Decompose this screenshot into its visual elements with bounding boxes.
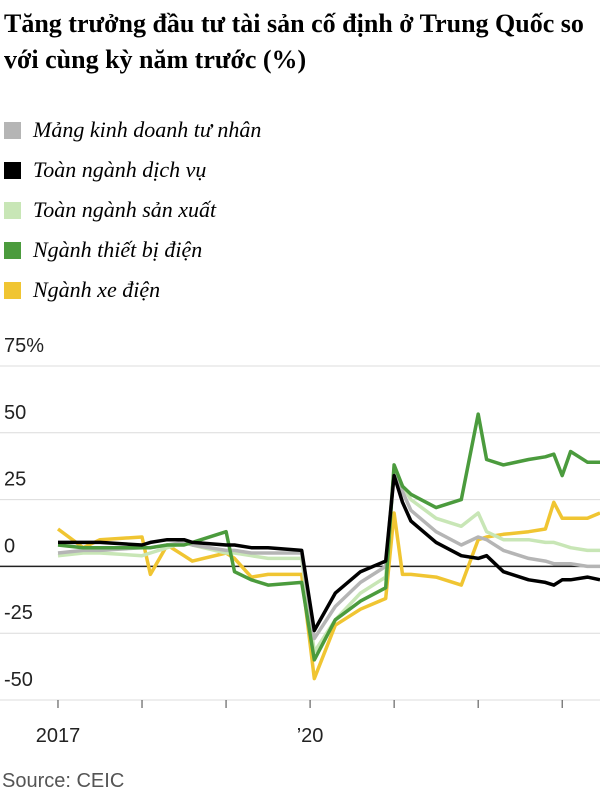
- legend-item: Mảng kinh doanh tư nhân: [4, 110, 261, 150]
- legend-item: Ngành xe điện: [4, 270, 261, 310]
- x-tick-label: 2017: [36, 725, 81, 747]
- legend-label: Toàn ngành dịch vụ: [33, 157, 207, 182]
- legend: Mảng kinh doanh tư nhân Toàn ngành dịch v…: [4, 110, 261, 310]
- y-tick-label: 50: [4, 402, 26, 424]
- y-tick-label: 25: [4, 469, 26, 491]
- legend-item: Toàn ngành dịch vụ: [4, 150, 261, 190]
- legend-swatch: [4, 241, 21, 259]
- legend-label: Mảng kinh doanh tư nhân: [33, 117, 262, 142]
- source: Source: CEIC: [2, 770, 125, 792]
- legend-label: Ngành xe điện: [33, 277, 161, 302]
- legend-label: Ngành thiết bị điện: [33, 237, 203, 262]
- series-line: [57, 465, 600, 654]
- y-tick-label: -25: [4, 602, 33, 624]
- legend-item: Toàn ngành sản xuất: [4, 190, 261, 230]
- y-tick-label: 75%: [4, 335, 44, 357]
- legend-swatch: [4, 161, 21, 179]
- chart-title: Tăng trưởng đầu tư tài sản cố định ở Tru…: [4, 9, 584, 74]
- legend-swatch: [4, 121, 21, 139]
- y-tick-label: 0: [4, 535, 15, 557]
- legend-swatch: [4, 201, 21, 219]
- legend-swatch: [4, 281, 21, 299]
- series-line: [58, 473, 600, 633]
- series-line: [56, 500, 600, 681]
- legend-label: Toàn ngành sản xuất: [33, 197, 217, 222]
- legend-item: Ngành thiết bị điện: [4, 230, 261, 270]
- series-line: [57, 412, 600, 662]
- y-tick-label: -50: [4, 669, 33, 691]
- x-tick-label: ’20: [297, 725, 324, 747]
